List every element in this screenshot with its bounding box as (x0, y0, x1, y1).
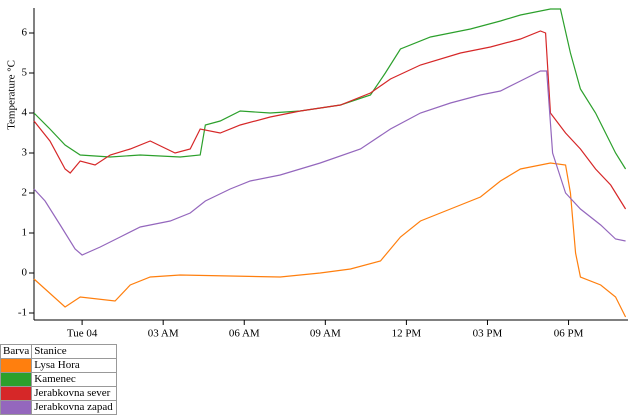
y-tick-label: 5 (22, 67, 28, 79)
x-tick-label: 12 PM (392, 328, 422, 340)
legend-swatch (0, 386, 33, 401)
legend-row: Kamenec (0, 372, 118, 387)
legend-column-header: Stanice (31, 344, 118, 359)
legend-row: Jerabkovna sever (0, 386, 118, 401)
y-tick-label: 1 (22, 227, 28, 239)
legend-row: Jerabkovna zapad (0, 400, 118, 415)
y-tick-label: 2 (22, 187, 28, 199)
chart: Temperature °C -1 0 1 2 3 4 5 6 Tue 04 03 AM 06 AM… (6, 8, 628, 340)
x-tick-label: 09 AM (310, 328, 341, 340)
legend-column-header: Barva (0, 344, 33, 359)
x-tick-label: 03 AM (148, 328, 179, 340)
series-line (33, 70, 626, 256)
legend-label: Jerabkovna zapad (31, 400, 118, 415)
y-tick-label: 4 (22, 107, 28, 119)
y-tick-label: 0 (22, 267, 28, 279)
legend-swatch (0, 358, 33, 373)
legend-label: Kamenec (31, 372, 118, 387)
x-tick-label: 06 PM (554, 328, 584, 340)
legend-swatch (0, 400, 33, 415)
legend-table: Barva Stanice Lysa Hora Kamenec Jerabkovna… (0, 344, 118, 415)
y-tick-label: 3 (22, 147, 28, 159)
legend-label: Lysa Hora (31, 358, 118, 373)
y-tick-label: 6 (22, 27, 28, 39)
x-tick-label: 06 AM (229, 328, 260, 340)
y-tick-label: -1 (18, 307, 27, 319)
legend-label: Jerabkovna sever (31, 386, 118, 401)
legend-swatch (0, 372, 33, 387)
series-line (33, 30, 627, 210)
legend-header: Barva Stanice (0, 344, 118, 359)
series-line (33, 162, 627, 318)
x-tick-label: 03 PM (473, 328, 503, 340)
series-line (33, 8, 627, 170)
legend-row: Lysa Hora (0, 358, 118, 373)
y-axis-label: Temperature °C (6, 60, 18, 130)
x-tick-label: Tue 04 (67, 328, 98, 340)
